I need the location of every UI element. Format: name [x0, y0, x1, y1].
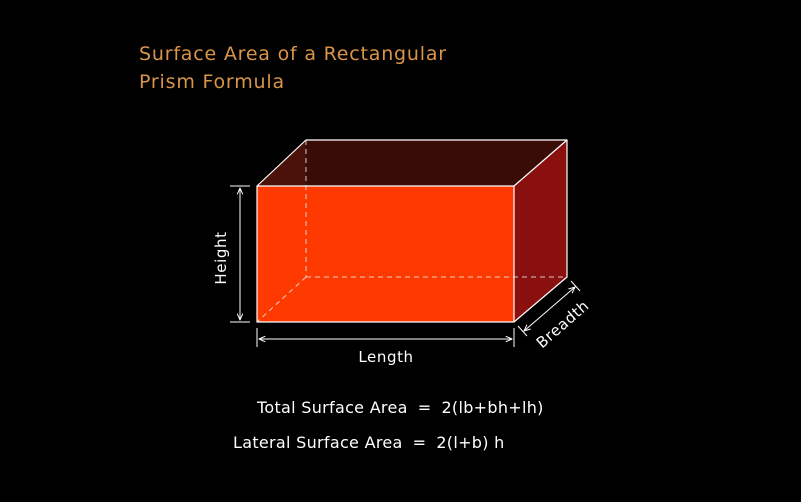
total-equals-sign: = [417, 398, 432, 417]
total-surface-area-formula: Total Surface Area = 2(lb+bh+lh) [257, 398, 544, 417]
title-line-2: Prism Formula [139, 71, 285, 93]
visible-edges-top [256, 139, 568, 187]
lateral-equals-sign: = [412, 433, 427, 452]
breadth-label: Breadth [533, 297, 593, 352]
title-line-1: Surface Area of a Rectangular [139, 43, 447, 65]
lateral-surface-area-formula: Lateral Surface Area = 2(l+b) h [233, 433, 505, 452]
lateral-surface-area-label: Lateral Surface Area [233, 433, 403, 452]
diagram-title: Surface Area of a Rectangular Prism Form… [139, 40, 447, 96]
hidden-edge-depth [256, 276, 307, 323]
length-label: Length [358, 348, 413, 366]
breadth-dimension-arrow [524, 287, 575, 331]
lateral-surface-area-expression: 2(l+b) h [436, 433, 505, 452]
height-label: Height [212, 231, 230, 284]
visible-edges-front [256, 185, 515, 323]
prism-front-face [257, 186, 514, 322]
total-surface-area-label: Total Surface Area [257, 398, 408, 417]
total-surface-area-expression: 2(lb+bh+lh) [441, 398, 544, 417]
